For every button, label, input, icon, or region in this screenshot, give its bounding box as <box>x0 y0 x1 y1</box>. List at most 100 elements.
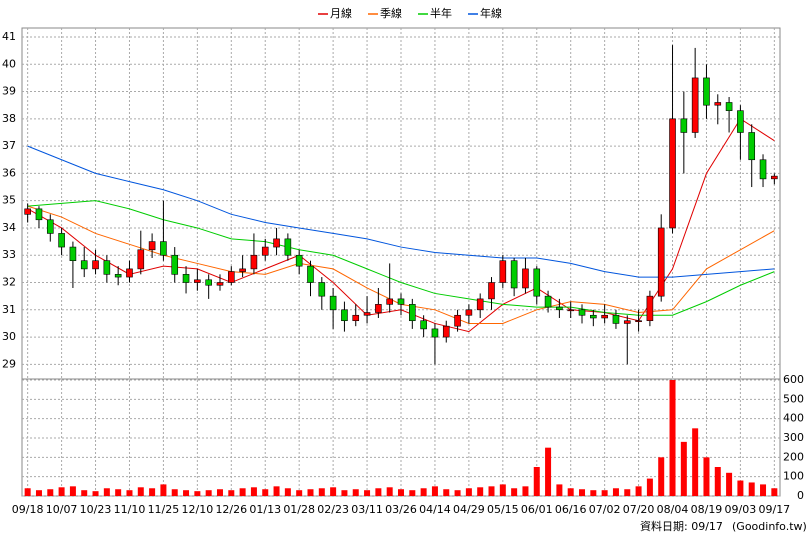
legend-label: 半年 <box>430 6 452 20</box>
y-tick-label: 29 <box>2 357 16 370</box>
candle-body <box>103 260 111 275</box>
candle-body <box>646 295 654 322</box>
volume-bar <box>443 489 450 496</box>
volume-bar <box>375 488 382 496</box>
x-tick-label: 02/23 <box>317 503 349 516</box>
volume-bar <box>216 489 223 496</box>
x-tick-label: 12/10 <box>182 503 214 516</box>
candle-body <box>442 325 450 338</box>
volume-bar <box>624 489 631 496</box>
candle-body <box>69 246 77 261</box>
volume-bar <box>669 380 676 496</box>
y-tick-label: 37 <box>2 139 16 152</box>
candle-body <box>657 227 665 297</box>
candle-body <box>227 271 235 283</box>
y-tick-label: 35 <box>2 194 16 207</box>
y-tick-label: 41 <box>2 30 16 43</box>
moving-average-line <box>27 145 775 278</box>
legend-label: 月線 <box>330 6 352 20</box>
y-tick-label: 39 <box>2 85 16 98</box>
volume-bar <box>160 484 167 496</box>
x-tick-label: 10/23 <box>80 503 112 516</box>
x-tick-label: 08/04 <box>657 503 689 516</box>
candle-body <box>273 238 280 248</box>
candle-body <box>307 265 314 283</box>
volume-bar <box>454 490 461 496</box>
y2-tick-label: 400 <box>783 412 804 425</box>
candle-body <box>465 309 473 316</box>
candle-body <box>284 238 292 256</box>
candle-body <box>409 304 416 322</box>
volume-bar <box>296 490 303 496</box>
volume-bar <box>556 484 563 496</box>
volume-bar <box>680 441 687 496</box>
volume-bar <box>646 478 653 496</box>
y-tick-label: 31 <box>2 303 16 316</box>
y-tick-label: 40 <box>2 57 16 70</box>
volume-bar <box>760 484 767 496</box>
candle-body <box>239 268 246 272</box>
candle-body <box>205 279 212 286</box>
candle-body <box>182 274 190 283</box>
volume-bar <box>137 487 144 496</box>
candle-body <box>669 118 676 229</box>
volume-bar <box>431 486 438 496</box>
x-tick-label: 08/19 <box>691 503 723 516</box>
volume-bar <box>612 488 619 496</box>
volume-bar <box>579 489 586 496</box>
volume-bar <box>499 484 506 496</box>
volume-bar <box>239 488 246 496</box>
volume-bar <box>726 472 733 496</box>
y2-tick-label: 500 <box>783 392 804 405</box>
candle-body <box>80 260 88 270</box>
candle-body <box>737 110 744 133</box>
x-tick-label: 10/07 <box>46 503 78 516</box>
candle-body <box>635 320 642 323</box>
volume-bar <box>250 487 257 496</box>
volume-bar <box>273 486 280 496</box>
volume-bar <box>714 467 721 496</box>
volume-bar <box>341 490 348 496</box>
volume-bar <box>171 489 178 496</box>
y-tick-label: 30 <box>2 330 16 343</box>
candle-body <box>137 249 145 270</box>
volume-bar <box>748 482 755 496</box>
candle-body <box>544 295 552 308</box>
volume-bar <box>330 487 337 496</box>
candle-body <box>126 268 133 278</box>
volume-bar <box>183 490 190 496</box>
candle-body <box>250 254 258 270</box>
candle-body <box>397 298 405 305</box>
x-tick-label: 12/26 <box>215 503 247 516</box>
volume-bar <box>318 488 325 496</box>
x-tick-label: 01/13 <box>249 503 281 516</box>
candle-body <box>522 268 529 289</box>
candle-body <box>171 254 179 275</box>
volume-bar <box>567 488 574 496</box>
volume-bar <box>658 457 665 496</box>
x-tick-label: 07/02 <box>589 503 621 516</box>
x-tick-label: 09/18 <box>12 503 44 516</box>
candle-body <box>499 260 507 283</box>
y-tick-label: 36 <box>2 166 16 179</box>
volume-bar <box>58 487 65 496</box>
volume-bar <box>126 490 133 496</box>
volume-bar <box>511 488 518 496</box>
volume-bar <box>386 487 393 496</box>
x-tick-label: 07/20 <box>623 503 655 516</box>
volume-bar <box>228 490 235 496</box>
y-tick-label: 34 <box>2 221 16 234</box>
volume-bar <box>352 489 359 496</box>
legend-label: 年線 <box>480 6 502 20</box>
candle-body <box>318 282 326 297</box>
volume-bar <box>635 486 642 496</box>
volume-bar <box>47 489 54 496</box>
y2-tick-label: 200 <box>783 450 804 463</box>
candle-body <box>590 314 597 319</box>
volume-bar <box>420 488 427 496</box>
volume-bar <box>115 489 122 496</box>
x-tick-label: 04/29 <box>453 503 485 516</box>
volume-bar <box>307 489 314 496</box>
x-tick-label: 04/14 <box>419 503 451 516</box>
